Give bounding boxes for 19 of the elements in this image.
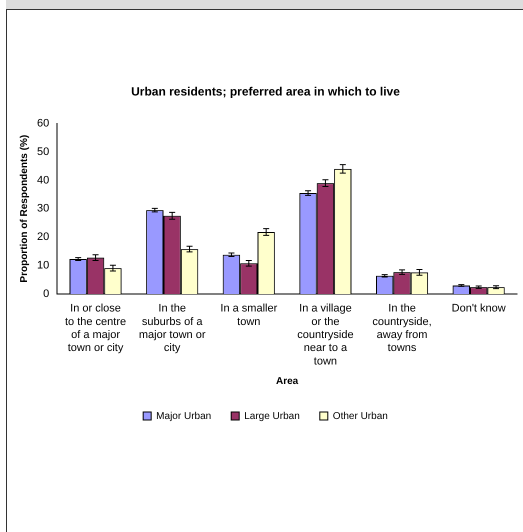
y-axis-title: Proportion of Respondents (%) [18, 134, 30, 283]
y-tick-label: 40 [36, 174, 50, 186]
chart-title: Urban residents; preferred area in which to live [131, 84, 400, 99]
legend-label: Large Urban [244, 410, 300, 422]
x-axis-title: Area [276, 376, 299, 387]
x-tick-label: In a smaller town [220, 302, 278, 328]
x-tick-label: In the suburbs of a major town or city [138, 302, 206, 354]
y-tick-label: 30 [36, 202, 50, 215]
y-tick-label: 20 [36, 231, 50, 244]
x-tick-label: In or close to the centre of a major town or city [64, 302, 126, 354]
y-tick-label: 60 [36, 117, 50, 130]
x-tick-label: In a village or the countryside near to a town [297, 302, 354, 368]
legend-label: Other Urban [332, 410, 388, 422]
legend-label: Major Urban [156, 410, 212, 422]
y-tick-label: 50 [36, 146, 50, 158]
x-tick-label: In the countryside, away from towns [372, 302, 432, 354]
y-tick-label: 10 [36, 260, 50, 272]
x-tick-label: Don't know [452, 302, 506, 315]
y-tick-label: 0 [43, 288, 50, 300]
